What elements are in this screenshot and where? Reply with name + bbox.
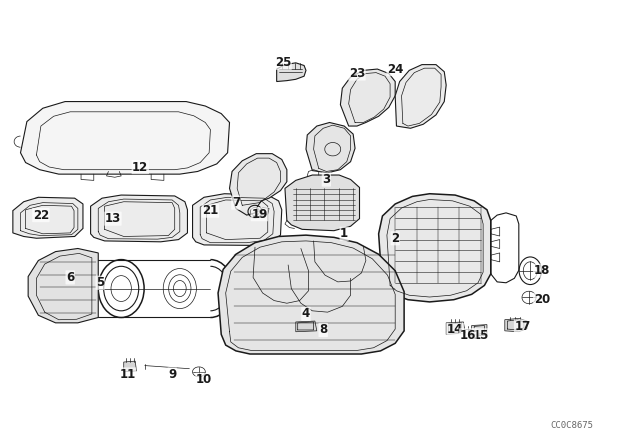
Text: 24: 24 <box>387 63 403 76</box>
Text: 14: 14 <box>447 323 463 336</box>
Polygon shape <box>395 65 446 128</box>
Polygon shape <box>446 322 465 334</box>
Polygon shape <box>306 122 355 173</box>
Polygon shape <box>13 197 83 238</box>
Polygon shape <box>472 325 487 336</box>
Polygon shape <box>276 63 306 82</box>
Text: 1: 1 <box>340 227 348 240</box>
Polygon shape <box>505 319 527 332</box>
Polygon shape <box>218 235 404 354</box>
Text: 19: 19 <box>252 208 268 221</box>
Text: 5: 5 <box>96 276 104 289</box>
Text: 7: 7 <box>232 196 240 209</box>
Text: 13: 13 <box>105 212 121 225</box>
Text: 9: 9 <box>168 368 176 381</box>
Polygon shape <box>193 194 282 246</box>
Text: 2: 2 <box>391 232 399 245</box>
Polygon shape <box>28 249 99 323</box>
Polygon shape <box>379 194 491 302</box>
Text: 23: 23 <box>349 67 365 80</box>
Text: 15: 15 <box>472 329 489 342</box>
Polygon shape <box>124 361 136 372</box>
Text: 12: 12 <box>132 160 148 173</box>
Text: 3: 3 <box>323 173 330 186</box>
Text: 18: 18 <box>534 264 550 277</box>
Text: 10: 10 <box>196 373 212 386</box>
Polygon shape <box>340 69 395 126</box>
Text: 8: 8 <box>319 323 327 336</box>
Polygon shape <box>296 321 317 332</box>
Text: 17: 17 <box>515 320 531 333</box>
Text: CC0C8675: CC0C8675 <box>550 421 593 430</box>
Text: 16: 16 <box>460 329 476 342</box>
Text: 4: 4 <box>302 307 310 320</box>
Polygon shape <box>91 195 188 242</box>
Text: 22: 22 <box>33 209 49 222</box>
Text: 25: 25 <box>275 56 291 69</box>
Text: 11: 11 <box>120 368 136 381</box>
Polygon shape <box>20 102 230 174</box>
Polygon shape <box>285 175 360 231</box>
Text: 20: 20 <box>534 293 550 306</box>
Polygon shape <box>230 154 287 215</box>
Text: 21: 21 <box>202 204 218 217</box>
Text: 6: 6 <box>66 271 74 284</box>
